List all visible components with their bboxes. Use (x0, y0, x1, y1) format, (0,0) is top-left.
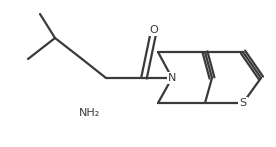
Text: N: N (168, 73, 176, 83)
Text: NH₂: NH₂ (78, 108, 100, 118)
Text: S: S (240, 98, 246, 108)
Text: O: O (150, 25, 158, 35)
